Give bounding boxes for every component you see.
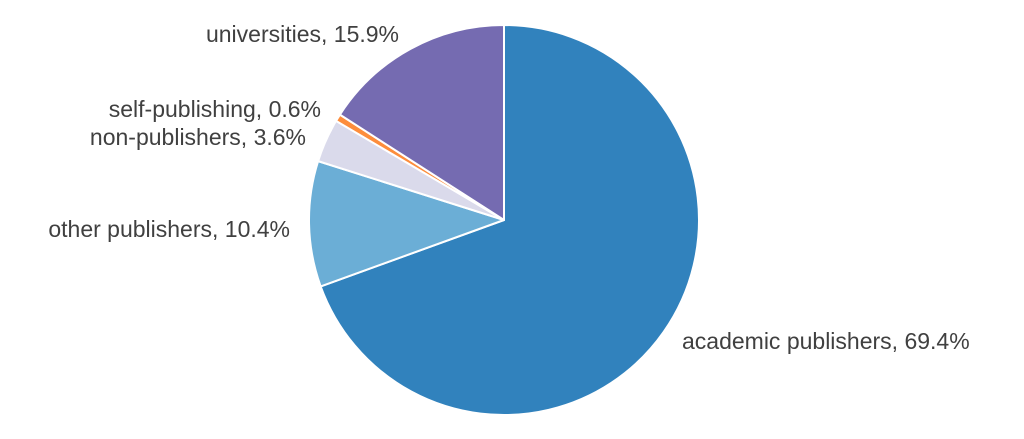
- pie-slices: [308, 24, 700, 416]
- pie-slice-academic-publishers: [319, 24, 700, 416]
- slice-label-self-publishing: self-publishing, 0.6%: [109, 96, 321, 122]
- slice-label-other-publishers: other publishers, 10.4%: [48, 216, 290, 242]
- pie-labels: academic publishers, 69.4% other publish…: [48, 21, 969, 354]
- slice-label-non-publishers: non-publishers, 3.6%: [90, 124, 306, 150]
- slice-label-universities: universities, 15.9%: [206, 21, 399, 47]
- pie-slice-other-publishers: [308, 160, 505, 288]
- slice-label-academic-publishers: academic publishers, 69.4%: [682, 328, 970, 354]
- pie-slice-universities: [338, 24, 505, 221]
